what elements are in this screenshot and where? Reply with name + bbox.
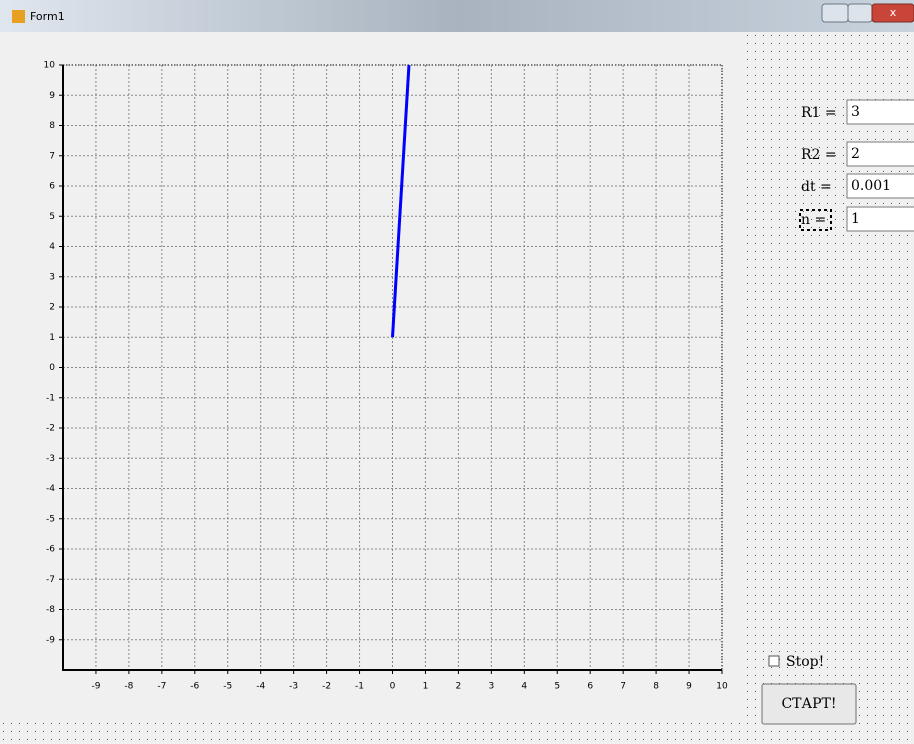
field-label: dt =: [801, 179, 832, 195]
form-controls: R1 = 3 R2 = 2 dt = 0.001 n = 1 Stop! СТАРТ!: [761, 99, 914, 725]
y-tick-label: 8: [49, 121, 55, 131]
text-input[interactable]: [846, 141, 914, 167]
x-tick-label: 3: [488, 682, 494, 692]
x-tick-label: 5: [554, 682, 560, 692]
x-tick-label: 0: [390, 682, 396, 692]
y-tick-label: -6: [46, 545, 55, 555]
y-tick-label: -7: [46, 575, 55, 585]
close-glyph: x: [890, 6, 897, 19]
start-button[interactable]: [761, 683, 857, 725]
y-tick-label: 5: [49, 212, 55, 222]
field-label: R2 =: [801, 147, 837, 163]
x-tick-label: -8: [124, 682, 133, 692]
y-tick-label: -1: [46, 393, 55, 403]
maximize-button[interactable]: [847, 3, 873, 23]
x-tick-label: 9: [686, 682, 692, 692]
x-tick-label: 10: [716, 682, 728, 692]
chart-panel: [8, 33, 742, 718]
selected-label-frame: [799, 209, 832, 231]
title-bar: [0, 0, 914, 32]
y-tick-label: -8: [46, 605, 55, 615]
x-tick-label: -3: [289, 682, 298, 692]
y-tick-label: -4: [46, 484, 55, 494]
y-tick-label: -5: [46, 514, 55, 524]
minimize-button[interactable]: [821, 3, 849, 23]
close-button[interactable]: [871, 3, 914, 23]
y-tick-label: -9: [46, 635, 55, 645]
y-tick-label: 1: [49, 333, 55, 343]
checkbox-label: Stop!: [786, 654, 824, 670]
field-label: n =: [801, 212, 826, 228]
x-tick-label: 1: [423, 682, 429, 692]
x-tick-label: -6: [190, 682, 199, 692]
input-value: 3: [851, 104, 860, 120]
x-tick-label: -5: [223, 682, 232, 692]
x-tick-label: -7: [157, 682, 166, 692]
text-input[interactable]: [846, 99, 914, 125]
y-tick-label: 2: [49, 303, 55, 313]
y-tick-label: 6: [49, 182, 55, 192]
input-value: 1: [851, 211, 860, 227]
designer-dots: [742, 32, 914, 740]
window-title: Form1: [30, 10, 65, 23]
y-tick-label: 9: [49, 91, 55, 101]
field-label: R1 =: [801, 105, 837, 121]
x-tick-label: 6: [587, 682, 593, 692]
text-input[interactable]: [846, 206, 914, 232]
input-value: 0.001: [851, 178, 891, 194]
y-tick-label: 7: [49, 151, 55, 161]
y-tick-label: 0: [49, 363, 55, 373]
checkbox[interactable]: [768, 655, 780, 667]
x-tick-label: 4: [521, 682, 527, 692]
y-tick-label: -2: [46, 424, 55, 434]
x-tick-label: -1: [355, 682, 364, 692]
input-value: 2: [851, 146, 860, 162]
start-button-label: СТАРТ!: [781, 696, 836, 712]
x-tick-label: 8: [653, 682, 659, 692]
data-line: [391, 64, 411, 338]
x-tick-label: -9: [91, 682, 100, 692]
x-tick-label: 7: [620, 682, 626, 692]
y-tick-label: 4: [49, 242, 55, 252]
x-tick-label: -4: [256, 682, 265, 692]
chart: -9 -8 -7 -6 -5 -4 -3 -2 -1 0 1 2 3 4 5 6 7 8 9 10-9-8-7-6-5…: [44, 61, 728, 692]
text-input[interactable]: [846, 173, 914, 199]
x-tick-label: -2: [322, 682, 331, 692]
app-icon: [12, 10, 25, 23]
y-tick-label: 10: [44, 61, 56, 71]
y-tick-label: 3: [49, 272, 55, 282]
y-tick-label: -3: [46, 454, 55, 464]
designer-dots: [0, 718, 914, 740]
x-tick-label: 2: [456, 682, 462, 692]
